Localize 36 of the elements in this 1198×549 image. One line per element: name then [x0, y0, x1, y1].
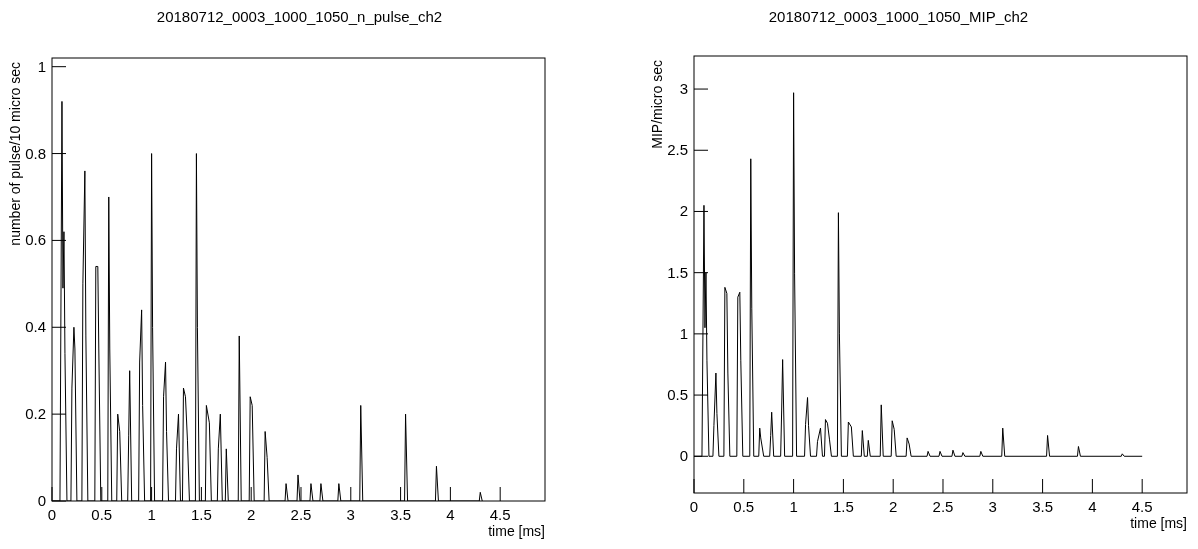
x-tick-label: 3.5	[1032, 498, 1054, 515]
y-tick-label: 0.8	[25, 144, 46, 162]
x-tick-label: 2	[889, 498, 898, 515]
y-tick-label: 0	[679, 447, 688, 465]
y-tick-label: 1	[37, 57, 46, 75]
y-tick-label: 0.6	[25, 231, 46, 249]
y-tick-label: 3	[679, 80, 688, 98]
y-tick-label: 0.2	[25, 405, 46, 423]
x-tick-label: 3.5	[390, 506, 412, 523]
x-tick-label: 4	[1088, 498, 1097, 515]
y-tick-label: 2	[679, 202, 688, 220]
x-tick-label: 2.5	[932, 498, 954, 515]
x-tick-label: 3	[346, 506, 355, 523]
x-axis-title: time [ms]	[488, 523, 545, 539]
y-tick-label: 0.4	[25, 318, 46, 336]
chart-title: 20180712_0003_1000_1050_MIP_ch2	[768, 8, 1029, 25]
x-tick-label: 4.5	[1131, 498, 1153, 515]
y-axis-title: number of pulse/10 micro sec	[7, 62, 23, 246]
x-tick-label: 4.5	[489, 506, 511, 523]
x-tick-label: 2.5	[290, 506, 312, 523]
x-tick-label: 4	[446, 506, 455, 523]
x-axis-title: time [ms]	[1130, 515, 1187, 531]
y-tick-label: 1.5	[667, 263, 688, 281]
x-tick-label: 3	[988, 498, 997, 515]
x-tick-label: 1	[147, 506, 156, 523]
x-tick-label: 0.5	[733, 498, 755, 515]
x-tick-label: 2	[247, 506, 256, 523]
y-tick-label: 1	[679, 324, 688, 342]
y-axis-title: MIP/micro sec	[649, 60, 665, 149]
x-tick-label: 0.5	[91, 506, 113, 523]
y-tick-label: 0.5	[667, 386, 688, 404]
x-tick-label: 1	[789, 498, 798, 515]
x-tick-label: 1.5	[190, 506, 212, 523]
y-tick-label: 2.5	[667, 141, 688, 159]
x-tick-label: 1.5	[832, 498, 854, 515]
chart-title: 20180712_0003_1000_1050_n_pulse_ch2	[156, 8, 443, 25]
